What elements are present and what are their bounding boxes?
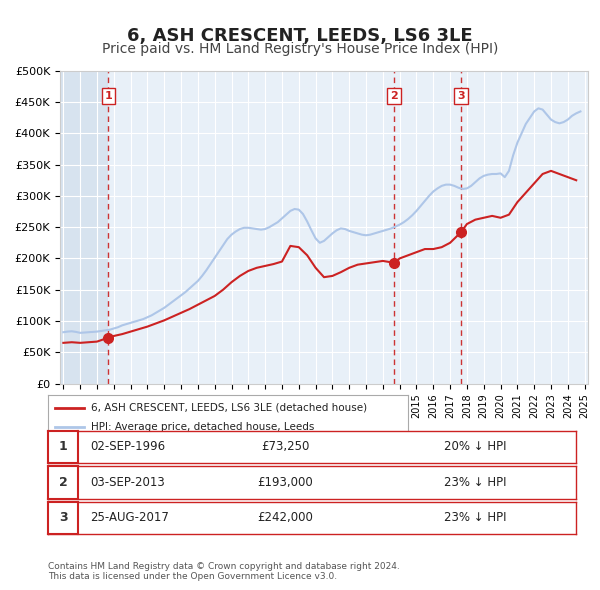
Text: HPI: Average price, detached house, Leeds: HPI: Average price, detached house, Leed… — [91, 422, 314, 432]
Text: 6, ASH CRESCENT, LEEDS, LS6 3LE: 6, ASH CRESCENT, LEEDS, LS6 3LE — [127, 27, 473, 45]
Text: 02-SEP-1996: 02-SEP-1996 — [90, 440, 166, 454]
Text: £242,000: £242,000 — [257, 511, 314, 525]
Text: 23% ↓ HPI: 23% ↓ HPI — [444, 476, 506, 489]
Text: 23% ↓ HPI: 23% ↓ HPI — [444, 511, 506, 525]
Text: 3: 3 — [457, 91, 465, 101]
Text: Contains HM Land Registry data © Crown copyright and database right 2024.
This d: Contains HM Land Registry data © Crown c… — [48, 562, 400, 581]
Text: 2: 2 — [390, 91, 398, 101]
Text: £73,250: £73,250 — [262, 440, 310, 454]
Text: Price paid vs. HM Land Registry's House Price Index (HPI): Price paid vs. HM Land Registry's House … — [102, 42, 498, 57]
Text: 03-SEP-2013: 03-SEP-2013 — [90, 476, 165, 489]
Text: 2: 2 — [59, 476, 67, 489]
Text: 25-AUG-2017: 25-AUG-2017 — [90, 511, 169, 525]
Text: £193,000: £193,000 — [258, 476, 313, 489]
Text: 1: 1 — [104, 91, 112, 101]
Text: 3: 3 — [59, 511, 67, 525]
Bar — [60, 71, 108, 384]
Text: 20% ↓ HPI: 20% ↓ HPI — [444, 440, 506, 454]
Text: 1: 1 — [59, 440, 67, 454]
Text: 6, ASH CRESCENT, LEEDS, LS6 3LE (detached house): 6, ASH CRESCENT, LEEDS, LS6 3LE (detache… — [91, 403, 367, 412]
